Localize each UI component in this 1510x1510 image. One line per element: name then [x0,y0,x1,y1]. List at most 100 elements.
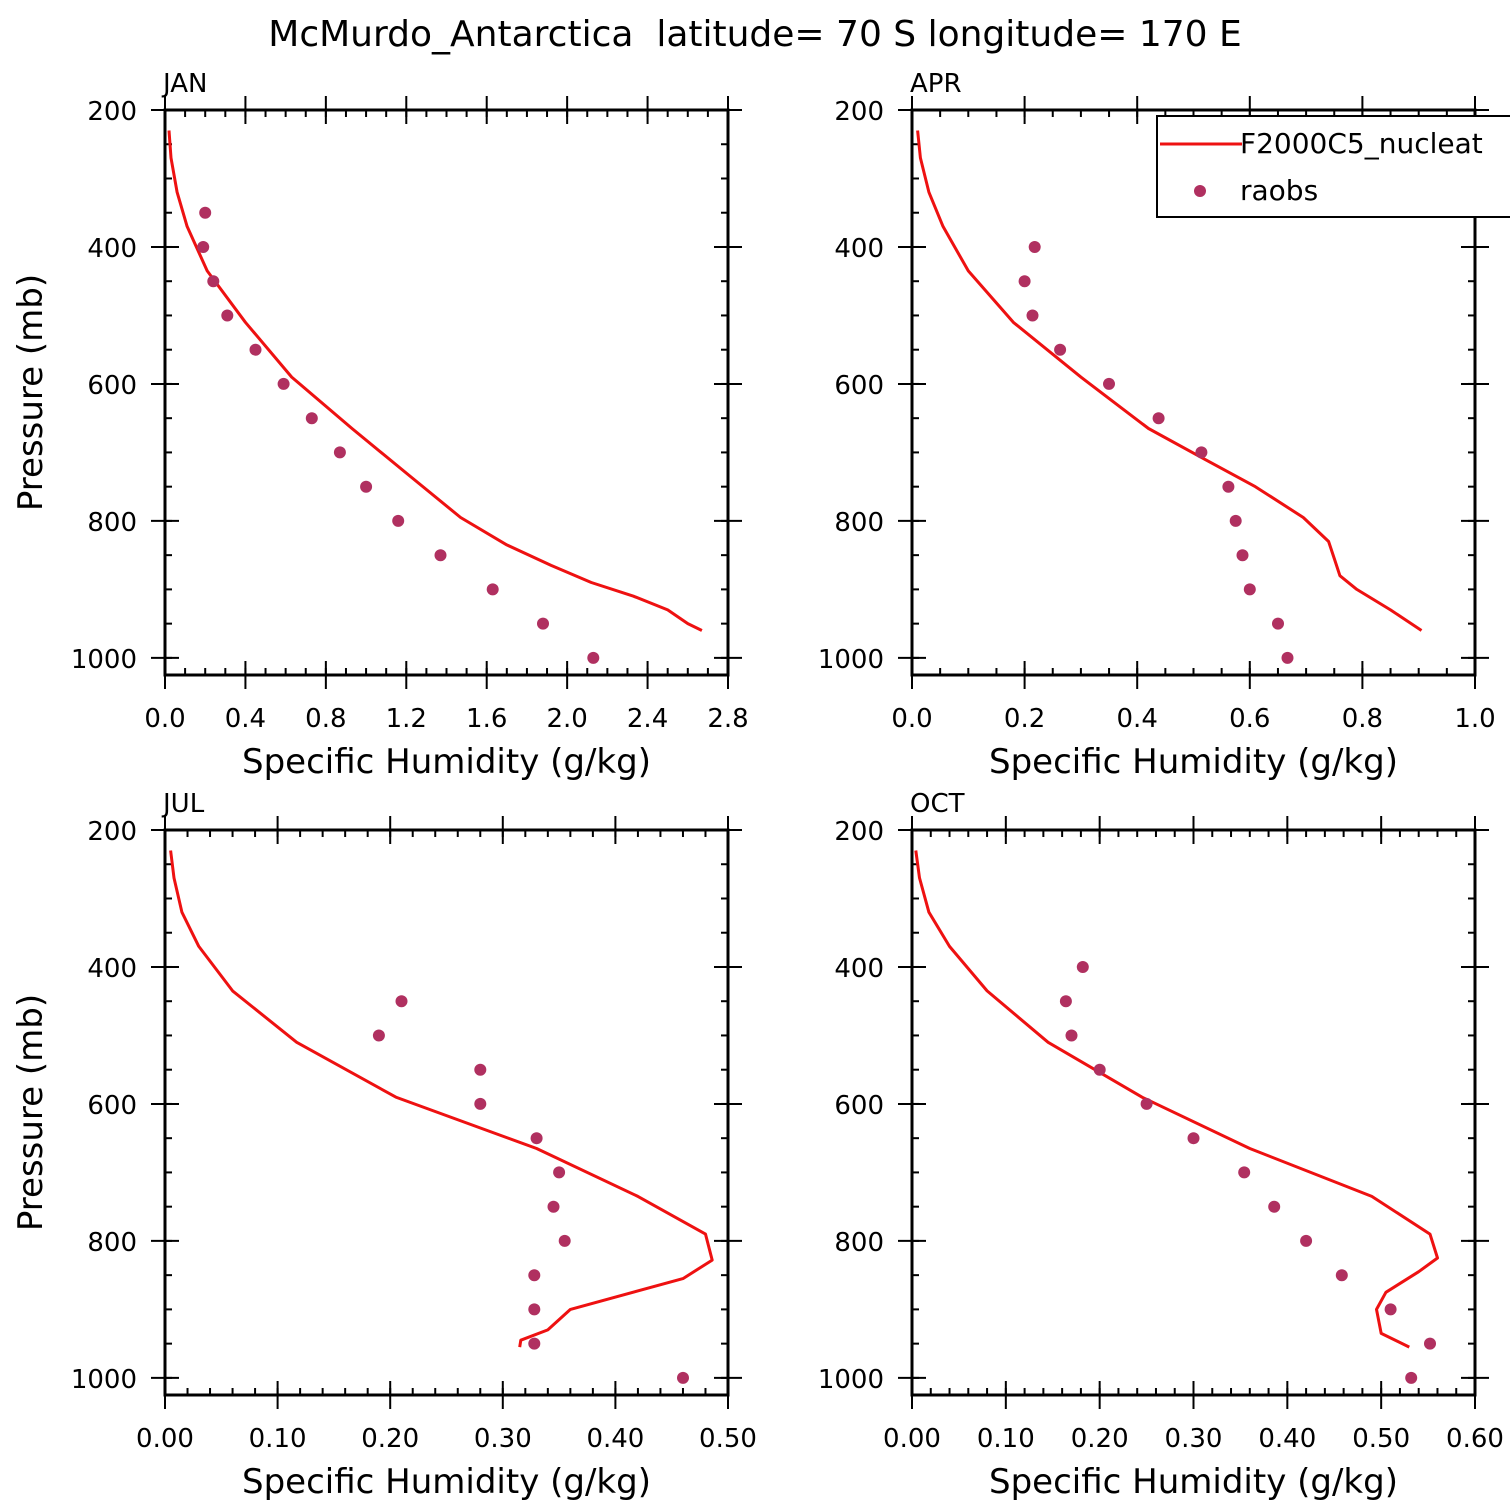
panel-apr: APR 0.0 0.2 0.4 0.6 0.8 1.0 200 400 600 800 1000 Spe… [818,69,1496,782]
data-point-raobs [1140,1097,1153,1110]
plot-area-jan [167,130,703,664]
legend-label-obs: raobs [1240,174,1318,207]
x-tick-label: 0.40 [1258,1424,1316,1454]
data-point-raobs [1229,514,1242,527]
data-point-raobs [434,549,447,562]
series-line-model [167,130,703,632]
data-point-raobs [372,1029,385,1042]
data-point-raobs [1238,1166,1251,1179]
figure-title: McMurdo_Antarctica latitude= 70 S longit… [268,14,1241,55]
panel-jul: JUL 0.00 0.10 0.20 0.30 0.40 0.50 200 400 600 800 1… [11,789,757,1502]
legend-box [1156,115,1510,218]
y-tick-label: 200 [87,817,137,847]
y-tick-label: 200 [834,817,884,847]
y-tick-label: 1000 [818,1365,884,1395]
y-axis-title: Pressure (mb) [11,994,51,1231]
data-point-raobs [1243,583,1256,596]
y-tick-label: 600 [834,371,884,401]
panel-jan: JAN 0.0 0.4 0.8 1.2 1.6 2.0 2.4 2.8 200 400 600 800 1… [11,69,749,782]
data-point-raobs [1272,617,1284,630]
y-tick-label: 800 [834,508,884,538]
x-tick-label: 2.0 [546,704,587,734]
x-tick-label: 0.20 [361,1424,419,1454]
x-tick-label: 2.8 [707,704,748,734]
y-tick-label: 600 [834,1091,884,1121]
data-point-raobs [1222,480,1235,493]
axis-box-jul [163,828,730,1397]
x-axis-title: Specific Humidity (g/kg) [989,742,1398,782]
x-tick-label: 0.0 [144,704,185,734]
y-tick-label: 800 [87,508,137,538]
x-tick-label: 0.40 [586,1424,644,1454]
x-tick-label: 0.2 [1004,704,1045,734]
data-point-raobs [197,241,210,253]
x-tick-label: 0.50 [699,1424,757,1454]
panel-label-jan: JAN [161,69,207,99]
data-point-raobs [1152,412,1165,425]
data-point-raobs [1059,995,1072,1008]
y-tick-label: 600 [87,371,137,401]
data-point-raobs [553,1166,566,1179]
y-tick-label: 800 [87,1228,137,1258]
data-point-raobs [1405,1371,1418,1384]
x-tick-label: 0.30 [1165,1424,1223,1454]
data-point-raobs [1335,1269,1348,1282]
data-point-raobs [1268,1200,1281,1213]
x-tick-label: 1.2 [386,704,427,734]
data-point-raobs [1236,549,1249,562]
data-point-raobs [1093,1063,1106,1076]
data-point-raobs [1018,275,1031,288]
data-point-raobs [1028,241,1041,253]
y-tick-label: 1000 [71,1365,137,1395]
plot-area-oct [914,850,1439,1384]
x-axis-title: Specific Humidity (g/kg) [989,1462,1398,1502]
data-point-raobs [333,446,346,459]
data-point-raobs [486,583,499,596]
x-tick-label: 0.4 [225,704,266,734]
data-point-raobs [1424,1337,1436,1350]
series-line-model [914,850,1439,1349]
data-point-raobs [547,1200,560,1213]
series-line-model [169,850,714,1348]
x-axis-title: Specific Humidity (g/kg) [242,1462,651,1502]
data-point-raobs [587,651,600,664]
panel-oct: OCT 0.00 0.10 0.20 0.30 0.40 0.50 0.60 200 400 600… [818,789,1504,1502]
panel-label-jul: JUL [161,789,205,819]
plot-area-jul [169,850,714,1384]
x-tick-label: 0.50 [1352,1424,1410,1454]
data-point-raobs [1026,309,1039,322]
data-point-raobs [1195,446,1208,459]
data-point-raobs [558,1234,571,1247]
panel-label-apr: APR [910,69,962,99]
x-tick-label: 0.00 [136,1424,194,1454]
axis-box-jan [163,108,730,677]
data-point-raobs [199,206,212,219]
x-tick-label: 0.00 [883,1424,941,1454]
x-tick-label: 2.4 [627,704,668,734]
data-point-raobs [360,480,373,493]
x-tick-label: 0.60 [1446,1424,1504,1454]
x-tick-label: 0.8 [1342,704,1383,734]
y-axis-title: Pressure (mb) [11,274,51,511]
data-point-raobs [528,1303,541,1316]
x-tick-label: 0.6 [1229,704,1270,734]
data-point-raobs [277,377,290,390]
y-tick-label: 1000 [818,645,884,675]
data-point-raobs [1300,1234,1313,1247]
x-tick-label: 0.20 [1071,1424,1129,1454]
data-point-raobs [474,1063,487,1076]
data-point-raobs [677,1371,689,1384]
y-tick-label: 1000 [71,645,137,675]
data-point-raobs [474,1097,487,1110]
x-tick-label: 0.4 [1117,704,1158,734]
y-tick-label: 200 [834,97,884,127]
y-tick-label: 200 [87,97,137,127]
panel-label-oct: OCT [910,789,965,819]
x-tick-label: 1.0 [1454,704,1495,734]
x-tick-label: 0.10 [977,1424,1035,1454]
y-tick-label: 400 [834,234,884,264]
legend-label-model: F2000C5_nucleat [1240,127,1483,160]
y-tick-label: 400 [87,954,137,984]
